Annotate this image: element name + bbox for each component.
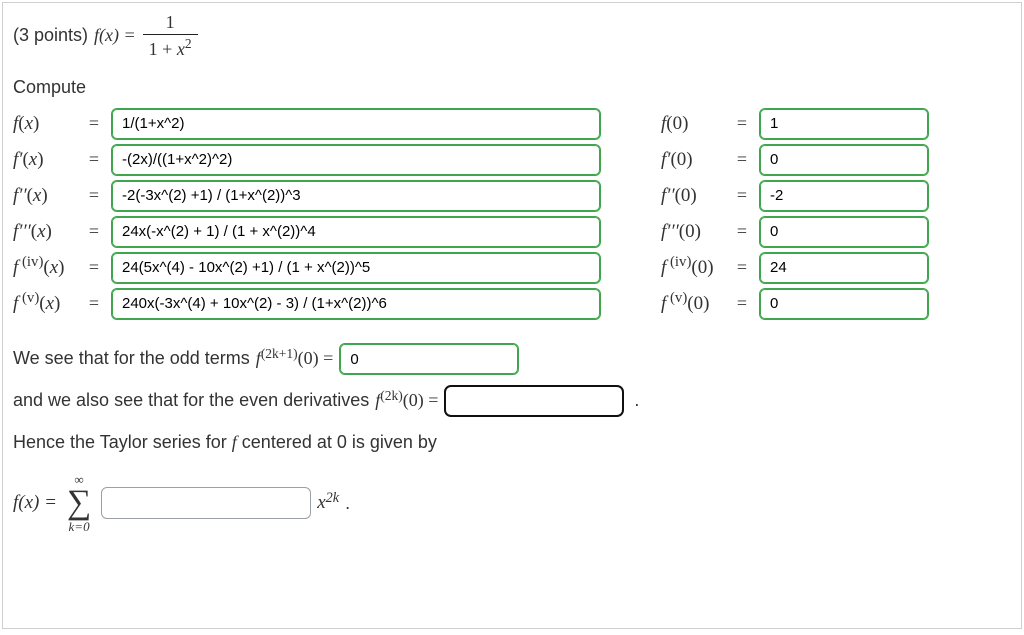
equals: = [733,221,751,242]
fraction: 1 1 + x2 [143,13,198,59]
deriv0-label: f′′(0) [661,185,725,207]
deriv-label: f (v)(x) [13,293,77,315]
points-label: (3 points) [13,25,88,46]
equals: = [85,149,103,170]
table-row: f (v)(0) = [661,288,929,320]
problem-panel: (3 points) f(x) = 1 1 + x2 Compute f(x) … [2,2,1022,629]
deriv-label: f′′′(x) [13,221,77,243]
deriv-label: f′′(x) [13,185,77,207]
math-expr: f(2k)(0) = [375,380,438,421]
equals: = [733,113,751,134]
input-fx-5[interactable] [111,288,601,320]
input-f0-0[interactable] [759,108,929,140]
input-even-value[interactable] [444,385,624,417]
equals: = [85,185,103,206]
deriv-label: f(x) [13,113,77,135]
input-f0-1[interactable] [759,144,929,176]
table-row: f′(x) = [13,144,601,176]
table-row: f(0) = [661,108,929,140]
text: and we also see that for the even deriva… [13,380,369,421]
table-row: f′′(0) = [661,180,929,212]
deriv0-label: f′(0) [661,149,725,171]
input-fx-1[interactable] [111,144,601,176]
deriv0-label: f (v)(0) [661,293,725,315]
deriv-label: f (iv)(x) [13,257,77,279]
deriv-label: f′(x) [13,149,77,171]
equals: = [85,221,103,242]
input-f0-3[interactable] [759,216,929,248]
equals: = [85,257,103,278]
series-line: f(x) = ∞ ∑ k=0 x2k . [13,473,1011,533]
series-period: . [345,493,350,514]
frac-denominator: 1 + x2 [143,34,198,59]
func-lhs: f(x) = [94,25,136,46]
equals: = [85,293,103,314]
summation-symbol: ∞ ∑ k=0 [67,473,91,533]
equals: = [733,149,751,170]
frac-numerator: 1 [160,13,181,34]
sigma-icon: ∑ [67,486,91,520]
series-lhs: f(x) = [13,492,57,514]
equals: = [733,257,751,278]
equals: = [733,185,751,206]
input-series-coeff[interactable] [101,487,311,519]
table-row: f (iv)(x) = [13,252,601,284]
input-fx-0[interactable] [111,108,601,140]
text: Hence the Taylor series for [13,432,232,452]
sum-bottom: k=0 [69,520,90,533]
input-f0-2[interactable] [759,180,929,212]
table-row: f′′′(x) = [13,216,601,248]
input-odd-value[interactable] [339,343,519,375]
input-fx-3[interactable] [111,216,601,248]
math-expr: f(2k+1)(0) = [256,338,334,379]
table-row: f′′(x) = [13,180,601,212]
compute-label: Compute [13,77,1011,98]
observation-block: We see that for the odd terms f(2k+1)(0)… [13,338,1011,463]
table-row: f (v)(x) = [13,288,601,320]
input-f0-4[interactable] [759,252,929,284]
table-row: f′′′(0) = [661,216,929,248]
table-row: f(x) = [13,108,601,140]
input-f0-5[interactable] [759,288,929,320]
text: We see that for the odd terms [13,338,250,379]
deriv0-label: f (iv)(0) [661,257,725,279]
odd-terms-line: We see that for the odd terms f(2k+1)(0)… [13,338,1011,379]
taylor-intro-line: Hence the Taylor series for f centered a… [13,422,1011,463]
deriv0-label: f′′′(0) [661,221,725,243]
deriv0-label: f(0) [661,113,725,135]
series-term: x2k [317,492,339,514]
col-fx: f(x) = f′(x) = f′′(x) = f′′′(x) = f (iv)… [13,108,601,320]
table-row: f′(0) = [661,144,929,176]
derivative-grid: f(x) = f′(x) = f′′(x) = f′′′(x) = f (iv)… [13,108,1011,320]
col-f0: f(0) = f′(0) = f′′(0) = f′′′(0) = f (iv)… [661,108,929,320]
equals: = [85,113,103,134]
input-fx-4[interactable] [111,252,601,284]
problem-prompt: (3 points) f(x) = 1 1 + x2 [13,13,1011,59]
table-row: f (iv)(0) = [661,252,929,284]
text: centered at 0 is given by [237,432,437,452]
period: . [634,380,639,421]
input-fx-2[interactable] [111,180,601,212]
equals: = [733,293,751,314]
even-terms-line: and we also see that for the even deriva… [13,380,1011,421]
